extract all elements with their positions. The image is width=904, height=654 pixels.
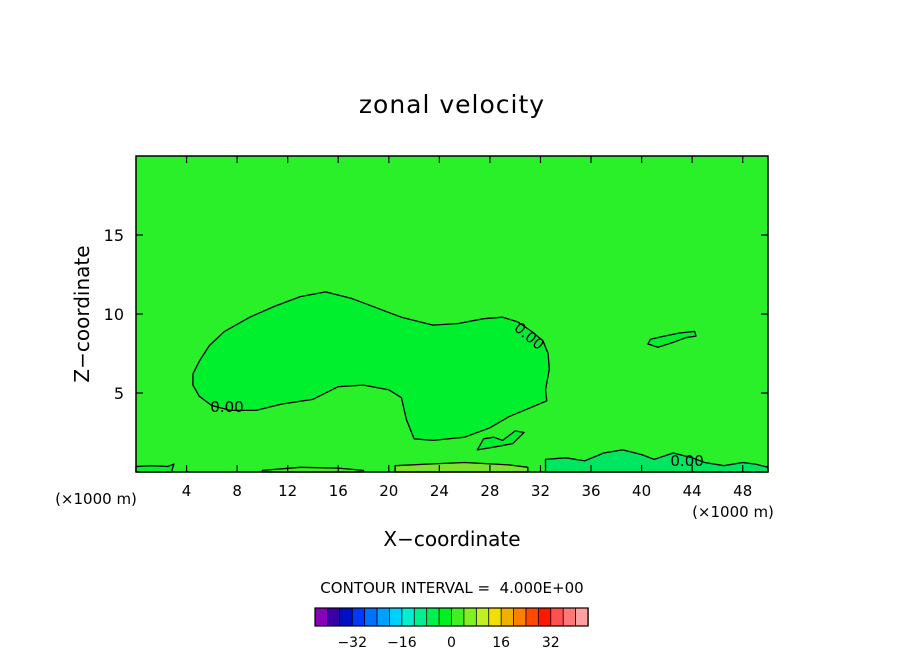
colorbar-swatch	[426, 607, 440, 627]
x-tick-label: 4	[182, 482, 192, 500]
x-tick-label: 40	[632, 482, 651, 500]
plot-area: 0.000.000.00	[135, 155, 769, 473]
colorbar-swatch	[389, 607, 403, 627]
contour-region-small-lobe-near-x30	[476, 430, 525, 451]
colorbar-swatch	[351, 607, 366, 627]
colorbar-swatch	[327, 607, 341, 627]
x-tick-label: 24	[430, 482, 449, 500]
colorbar-swatch	[513, 607, 527, 627]
colorbar-swatch	[525, 607, 540, 627]
x-unit-label-left: (×1000 m)	[55, 490, 137, 508]
x-tick-label: 48	[733, 482, 752, 500]
x-tick-label: 32	[531, 482, 550, 500]
x-unit-label: (×1000 m)	[692, 503, 774, 521]
colorbar	[314, 607, 589, 627]
colorbar-swatch	[550, 607, 564, 627]
contour-region-surface-positive-strip-b	[394, 461, 529, 473]
colorbar-swatch	[475, 607, 490, 627]
colorbar-swatch	[451, 607, 465, 627]
x-tick-label: 28	[480, 482, 499, 500]
colorbar-swatch	[339, 607, 353, 627]
colorbar-tick-label: 16	[492, 635, 510, 651]
x-tick-label: 44	[683, 482, 702, 500]
x-tick-label: 8	[232, 482, 242, 500]
contour-region-surface-band-right	[544, 449, 769, 473]
x-tick-label: 20	[379, 482, 398, 500]
colorbar-swatch	[413, 607, 428, 627]
colorbar-swatch	[438, 607, 453, 627]
contour-label: 0.00	[210, 398, 243, 416]
y-tick-label: 10	[104, 305, 124, 324]
contour-region-elongated-patch-near-x42	[647, 330, 697, 348]
colorbar-tick-label: 0	[447, 635, 456, 651]
colorbar-swatch	[401, 607, 415, 627]
colorbar-frame	[314, 607, 589, 627]
colorbar-tick-label: −32	[337, 635, 367, 651]
contour-interval-text: CONTOUR INTERVAL = 4.000E+00	[320, 579, 583, 597]
x-tick-label: 12	[278, 482, 297, 500]
y-tick-label: 5	[114, 384, 124, 403]
contour-region-main-weak-negative-region	[192, 291, 550, 442]
colorbar-swatch	[376, 607, 391, 627]
colorbar-swatch	[314, 607, 329, 627]
colorbar-swatch	[562, 607, 577, 627]
x-axis-label: X−coordinate	[383, 527, 520, 551]
x-tick-label: 36	[581, 482, 600, 500]
colorbar-swatch	[463, 607, 478, 627]
colorbar-swatch	[575, 607, 589, 627]
chart-title: zonal velocity	[359, 90, 545, 119]
colorbar-tick-label: 32	[542, 635, 560, 651]
contour-label: 0.00	[670, 452, 703, 470]
colorbar-swatch	[488, 607, 502, 627]
y-axis-label: Z−coordinate	[70, 245, 94, 382]
x-tick-label: 16	[329, 482, 348, 500]
colorbar-swatch	[537, 607, 552, 627]
colorbar-tick-label: −16	[387, 635, 417, 651]
colorbar-swatch	[364, 607, 378, 627]
colorbar-swatch	[500, 607, 515, 627]
y-tick-label: 15	[104, 226, 124, 245]
